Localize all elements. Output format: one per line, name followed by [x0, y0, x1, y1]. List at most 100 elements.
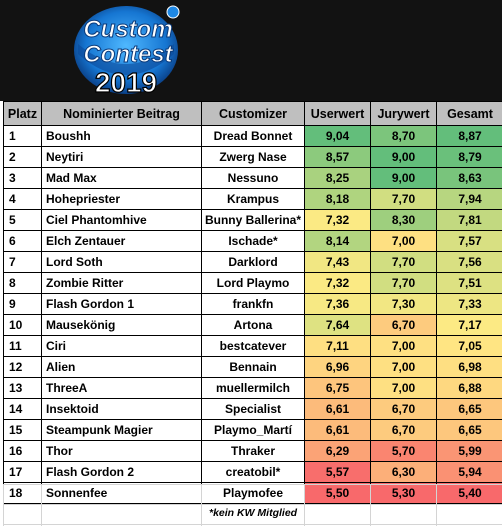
cell-userwert[interactable]: 7,64 [304, 314, 371, 336]
cell-customizer[interactable]: Nessuno [201, 167, 305, 189]
cell-gesamt[interactable]: 8,79 [436, 146, 502, 168]
cell-customizer[interactable]: frankfn [201, 293, 305, 315]
cell-platz[interactable]: 9 [3, 293, 42, 315]
cell-gesamt[interactable]: 7,33 [436, 293, 502, 315]
cell-gesamt[interactable]: 6,88 [436, 377, 502, 399]
cell-platz[interactable]: 13 [3, 377, 42, 399]
cell-beitrag[interactable]: Hohepriester [41, 188, 202, 210]
cell-jurywert[interactable]: 6,30 [370, 461, 437, 483]
cell-beitrag[interactable]: Steampunk Magier [41, 419, 202, 441]
cell-platz[interactable]: 2 [3, 146, 42, 168]
cell-platz[interactable]: 4 [3, 188, 42, 210]
col-header-customizer[interactable]: Customizer [201, 101, 305, 126]
col-header-jurywert[interactable]: Jurywert [370, 101, 437, 126]
cell-jurywert[interactable]: 9,00 [370, 146, 437, 168]
cell-jurywert[interactable]: 7,30 [370, 293, 437, 315]
cell-userwert[interactable]: 6,29 [304, 440, 371, 462]
cell-jurywert[interactable]: 7,70 [370, 188, 437, 210]
col-header-userwert[interactable]: Userwert [304, 101, 371, 126]
cell-jurywert[interactable]: 9,00 [370, 167, 437, 189]
cell-jurywert[interactable]: 7,00 [370, 230, 437, 252]
cell-platz[interactable]: 12 [3, 356, 42, 378]
cell-beitrag[interactable]: Mad Max [41, 167, 202, 189]
cell-platz[interactable]: 8 [3, 272, 42, 294]
cell-platz[interactable]: 3 [3, 167, 42, 189]
cell-customizer[interactable]: Bennain [201, 356, 305, 378]
cell-jurywert[interactable]: 6,70 [370, 419, 437, 441]
cell-gesamt[interactable]: 7,05 [436, 335, 502, 357]
cell-gesamt[interactable]: 5,99 [436, 440, 502, 462]
col-header-platz[interactable]: Platz [3, 101, 42, 126]
cell-platz[interactable]: 17 [3, 461, 42, 483]
cell-beitrag[interactable]: ThreeA [41, 377, 202, 399]
col-header-beitrag[interactable]: Nominierter Beitrag [41, 101, 202, 126]
cell-jurywert[interactable]: 7,00 [370, 377, 437, 399]
cell-platz[interactable]: 5 [3, 209, 42, 231]
cell-gesamt[interactable]: 7,57 [436, 230, 502, 252]
cell-userwert[interactable]: 7,36 [304, 293, 371, 315]
cell-platz[interactable]: 11 [3, 335, 42, 357]
cell-userwert[interactable]: 8,14 [304, 230, 371, 252]
cell-gesamt[interactable]: 6,65 [436, 398, 502, 420]
cell-gesamt[interactable]: 7,17 [436, 314, 502, 336]
cell-customizer[interactable]: Lord Playmo [201, 272, 305, 294]
cell-customizer[interactable]: Ischade* [201, 230, 305, 252]
cell-jurywert[interactable]: 7,70 [370, 272, 437, 294]
cell-userwert[interactable]: 7,32 [304, 272, 371, 294]
cell-platz[interactable]: 1 [3, 125, 42, 147]
cell-gesamt[interactable]: 6,65 [436, 419, 502, 441]
cell-gesamt[interactable]: 5,94 [436, 461, 502, 483]
cell-jurywert[interactable]: 7,00 [370, 356, 437, 378]
cell-platz[interactable]: 15 [3, 419, 42, 441]
cell-platz[interactable]: 6 [3, 230, 42, 252]
cell-customizer[interactable]: Bunny Ballerina* [201, 209, 305, 231]
cell-customizer[interactable]: Zwerg Nase [201, 146, 305, 168]
cell-customizer[interactable]: creatobil* [201, 461, 305, 483]
cell-userwert[interactable]: 6,61 [304, 419, 371, 441]
cell-platz[interactable]: 16 [3, 440, 42, 462]
cell-customizer[interactable]: Playmo_Martí [201, 419, 305, 441]
col-header-gesamt[interactable]: Gesamt [436, 101, 502, 126]
cell-userwert[interactable]: 7,11 [304, 335, 371, 357]
cell-userwert[interactable]: 8,18 [304, 188, 371, 210]
cell-userwert[interactable]: 6,75 [304, 377, 371, 399]
cell-customizer[interactable]: Specialist [201, 398, 305, 420]
cell-beitrag[interactable]: Zombie Ritter [41, 272, 202, 294]
cell-beitrag[interactable]: Flash Gordon 2 [41, 461, 202, 483]
cell-customizer[interactable]: muellermilch [201, 377, 305, 399]
cell-userwert[interactable]: 7,43 [304, 251, 371, 273]
cell-customizer[interactable]: Krampus [201, 188, 305, 210]
cell-customizer[interactable]: Artona [201, 314, 305, 336]
cell-jurywert[interactable]: 8,70 [370, 125, 437, 147]
cell-gesamt[interactable]: 8,87 [436, 125, 502, 147]
cell-gesamt[interactable]: 6,98 [436, 356, 502, 378]
cell-userwert[interactable]: 6,96 [304, 356, 371, 378]
cell-customizer[interactable]: Darklord [201, 251, 305, 273]
cell-beitrag[interactable]: Elch Zentauer [41, 230, 202, 252]
cell-gesamt[interactable]: 7,56 [436, 251, 502, 273]
cell-userwert[interactable]: 8,25 [304, 167, 371, 189]
cell-jurywert[interactable]: 8,30 [370, 209, 437, 231]
cell-customizer[interactable]: Thraker [201, 440, 305, 462]
cell-beitrag[interactable]: Thor [41, 440, 202, 462]
cell-beitrag[interactable]: Boushh [41, 125, 202, 147]
cell-jurywert[interactable]: 7,70 [370, 251, 437, 273]
cell-jurywert[interactable]: 6,70 [370, 314, 437, 336]
cell-userwert[interactable]: 8,57 [304, 146, 371, 168]
cell-customizer[interactable]: bestcatever [201, 335, 305, 357]
cell-userwert[interactable]: 6,61 [304, 398, 371, 420]
cell-jurywert[interactable]: 5,70 [370, 440, 437, 462]
cell-beitrag[interactable]: Neytiri [41, 146, 202, 168]
cell-beitrag[interactable]: Ciri [41, 335, 202, 357]
cell-userwert[interactable]: 5,57 [304, 461, 371, 483]
cell-beitrag[interactable]: Ciel Phantomhive [41, 209, 202, 231]
cell-gesamt[interactable]: 7,94 [436, 188, 502, 210]
cell-beitrag[interactable]: Lord Soth [41, 251, 202, 273]
cell-jurywert[interactable]: 7,00 [370, 335, 437, 357]
cell-beitrag[interactable]: Alien [41, 356, 202, 378]
cell-jurywert[interactable]: 6,70 [370, 398, 437, 420]
cell-platz[interactable]: 7 [3, 251, 42, 273]
cell-platz[interactable]: 14 [3, 398, 42, 420]
cell-gesamt[interactable]: 7,51 [436, 272, 502, 294]
cell-beitrag[interactable]: Flash Gordon 1 [41, 293, 202, 315]
